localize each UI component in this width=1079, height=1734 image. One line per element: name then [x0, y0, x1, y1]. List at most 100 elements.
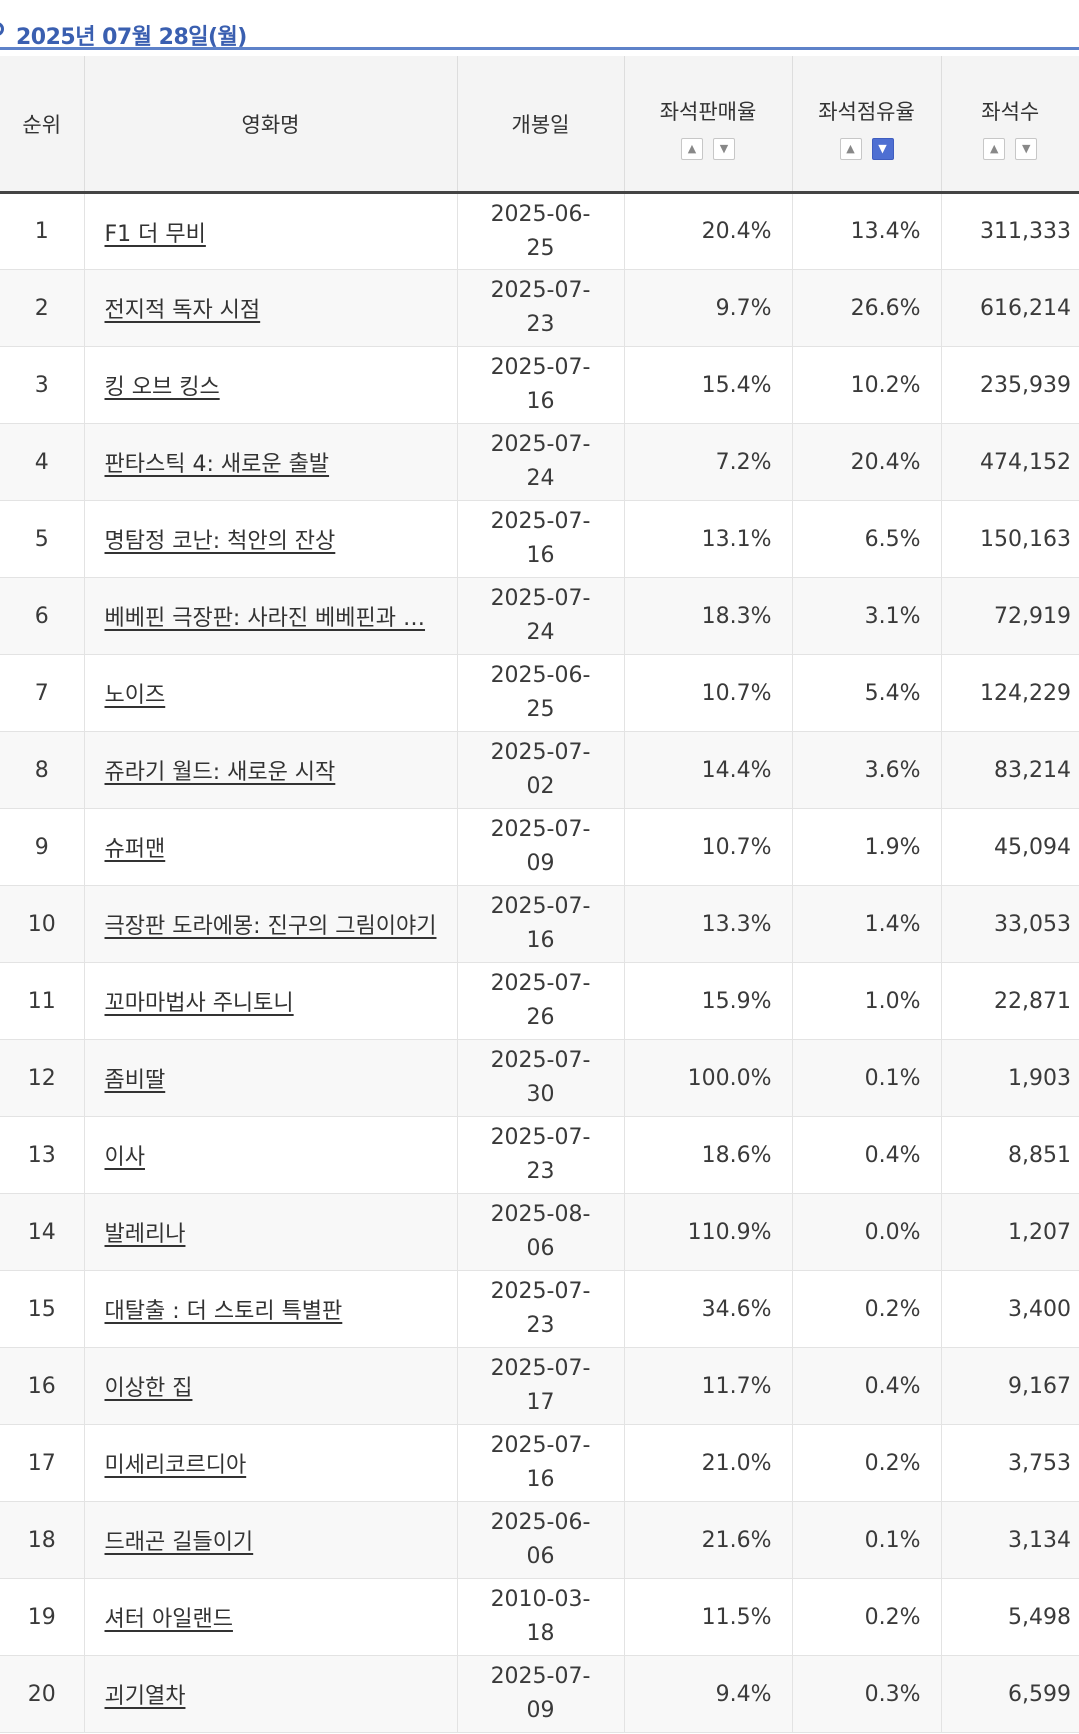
title-cell: 판타스틱 4: 새로운 출발: [84, 423, 458, 501]
share-rate-cell: 0.3%: [792, 1655, 942, 1733]
movie-title-link[interactable]: 슈퍼맨: [104, 837, 166, 862]
table-row: 8 쥬라기 월드: 새로운 시작 2025-07-02 14.4% 3.6% 83,214: [0, 731, 1079, 809]
seats-cell: 124,229: [941, 654, 1079, 732]
sales-rate-cell: 9.7%: [624, 269, 793, 347]
seats-cell: 8,851: [941, 1116, 1079, 1194]
title-cell: 셔터 아일랜드: [84, 1578, 458, 1656]
sales-rate-cell: 9.4%: [624, 1655, 793, 1733]
movie-title-link[interactable]: 꼬마마법사 주니토니: [104, 991, 294, 1016]
title-cell: 슈퍼맨: [84, 808, 458, 886]
movie-title-link[interactable]: 좀비딸: [104, 1068, 166, 1093]
chevron-down-icon[interactable]: ▼: [871, 137, 894, 160]
share-rate-cell: 1.0%: [792, 962, 942, 1040]
title-cell: 쥬라기 월드: 새로운 시작: [84, 731, 458, 809]
movie-title-link[interactable]: 이상한 집: [104, 1376, 193, 1401]
col-header-share-rate: 좌석점유율 ▲ ▼: [792, 56, 942, 194]
sales-rate-cell: 21.0%: [624, 1424, 793, 1502]
table-row: 11 꼬마마법사 주니토니 2025-07-26 15.9% 1.0% 22,871: [0, 962, 1079, 1040]
title-cell: 이사: [84, 1116, 458, 1194]
col-header-sales-rate: 좌석판매율 ▲ ▼: [624, 56, 793, 194]
rank-cell: 16: [0, 1347, 85, 1425]
table-row: 2 전지적 독자 시점 2025-07-23 9.7% 26.6% 616,214: [0, 269, 1079, 347]
seats-cell: 45,094: [941, 808, 1079, 886]
share-rate-cell: 26.6%: [792, 269, 942, 347]
movie-title-link[interactable]: 극장판 도라에몽: 진구의 그림이야기: [104, 914, 437, 939]
table-row: 9 슈퍼맨 2025-07-09 10.7% 1.9% 45,094: [0, 808, 1079, 886]
share-rate-cell: 1.9%: [792, 808, 942, 886]
table-row: 18 드래곤 길들이기 2025-06-06 21.6% 0.1% 3,134: [0, 1501, 1079, 1579]
title-cell: 미세리코르디아: [84, 1424, 458, 1502]
movie-title-link[interactable]: F1 더 무비: [104, 221, 206, 247]
share-rate-cell: 13.4%: [792, 192, 942, 270]
rank-cell: 19: [0, 1578, 85, 1656]
rank-cell: 20: [0, 1655, 85, 1733]
open-date-cell: 2025-07-30: [457, 1039, 625, 1117]
table-row: 15 대탈출 : 더 스토리 특별판 2025-07-23 34.6% 0.2% 3,40…: [0, 1270, 1079, 1348]
sales-rate-cell: 13.1%: [624, 500, 793, 578]
open-date-cell: 2025-06-25: [457, 654, 625, 732]
date-header: 2025년 07월 28일(월): [16, 25, 247, 50]
movie-title-link[interactable]: 명탐정 코난: 척안의 잔상: [104, 529, 336, 554]
open-date-cell: 2025-07-23: [457, 1116, 625, 1194]
share-rate-cell: 5.4%: [792, 654, 942, 732]
seats-cell: 33,053: [941, 885, 1079, 963]
table-row: 3 킹 오브 킹스 2025-07-16 15.4% 10.2% 235,939: [0, 346, 1079, 424]
title-cell: 극장판 도라에몽: 진구의 그림이야기: [84, 885, 458, 963]
title-cell: F1 더 무비: [84, 192, 458, 270]
movie-title-link[interactable]: 셔터 아일랜드: [104, 1607, 233, 1632]
movie-title-link[interactable]: 전지적 독자 시점: [104, 298, 261, 323]
movie-title-link[interactable]: 미세리코르디아: [104, 1453, 247, 1478]
rank-cell: 14: [0, 1193, 85, 1271]
movie-title-link[interactable]: 대탈출 : 더 스토리 특별판: [104, 1299, 343, 1324]
rank-cell: 11: [0, 962, 85, 1040]
open-date-cell: 2025-06-25: [457, 192, 625, 270]
sales-rate-cell: 7.2%: [624, 423, 793, 501]
share-rate-cell: 3.6%: [792, 731, 942, 809]
title-cell: 발레리나: [84, 1193, 458, 1271]
open-date-cell: 2025-07-23: [457, 269, 625, 347]
seats-cell: 3,753: [941, 1424, 1079, 1502]
rank-cell: 15: [0, 1270, 85, 1348]
rank-cell: 13: [0, 1116, 85, 1194]
movie-title-link[interactable]: 베베핀 극장판: 사라진 베베핀과 …: [104, 606, 426, 631]
chevron-down-icon[interactable]: ▼: [713, 137, 735, 160]
share-rate-cell: 1.4%: [792, 885, 942, 963]
sales-rate-cell: 13.3%: [624, 885, 793, 963]
sales-rate-cell: 14.4%: [624, 731, 793, 809]
open-date-cell: 2025-07-24: [457, 423, 625, 501]
sales-rate-cell: 18.6%: [624, 1116, 793, 1194]
movie-title-link[interactable]: 드래곤 길들이기: [104, 1530, 254, 1555]
table-row: 19 셔터 아일랜드 2010-03-18 11.5% 0.2% 5,498: [0, 1578, 1079, 1656]
open-date-cell: 2025-07-17: [457, 1347, 625, 1425]
seats-cell: 1,207: [941, 1193, 1079, 1271]
movie-title-link[interactable]: 킹 오브 킹스: [104, 375, 220, 400]
col-header-seats: 좌석수 ▲ ▼: [941, 56, 1079, 194]
movie-title-link[interactable]: 노이즈: [104, 683, 166, 708]
rank-cell: 2: [0, 269, 85, 347]
share-rate-cell: 0.4%: [792, 1347, 942, 1425]
share-rate-cell: 0.4%: [792, 1116, 942, 1194]
rank-cell: 7: [0, 654, 85, 732]
chevron-up-icon[interactable]: ▲: [681, 137, 703, 160]
table-row: 20 괴기열차 2025-07-09 9.4% 0.3% 6,599: [0, 1655, 1079, 1733]
circle-bullet-icon: [0, 22, 4, 36]
sales-rate-cell: 18.3%: [624, 577, 793, 655]
chevron-down-icon[interactable]: ▼: [1015, 137, 1038, 160]
seats-cell: 1,903: [941, 1039, 1079, 1117]
rank-cell: 5: [0, 500, 85, 578]
chevron-up-icon[interactable]: ▲: [839, 137, 862, 160]
movie-title-link[interactable]: 판타스틱 4: 새로운 출발: [104, 452, 330, 477]
chevron-up-icon[interactable]: ▲: [983, 137, 1006, 160]
seats-cell: 150,163: [941, 500, 1079, 578]
title-cell: 이상한 집: [84, 1347, 458, 1425]
title-cell: 킹 오브 킹스: [84, 346, 458, 424]
table-row: 10 극장판 도라에몽: 진구의 그림이야기 2025-07-16 13.3% 1.4%…: [0, 885, 1079, 963]
table-row: 6 베베핀 극장판: 사라진 베베핀과 … 2025-07-24 18.3% 3.1% 7…: [0, 577, 1079, 655]
movie-title-link[interactable]: 이사: [104, 1145, 145, 1170]
open-date-cell: 2025-07-09: [457, 808, 625, 886]
share-rate-cell: 0.0%: [792, 1193, 942, 1271]
open-date-cell: 2025-07-02: [457, 731, 625, 809]
movie-title-link[interactable]: 발레리나: [104, 1222, 186, 1247]
movie-title-link[interactable]: 괴기열차: [104, 1684, 186, 1709]
movie-title-link[interactable]: 쥬라기 월드: 새로운 시작: [104, 760, 336, 785]
